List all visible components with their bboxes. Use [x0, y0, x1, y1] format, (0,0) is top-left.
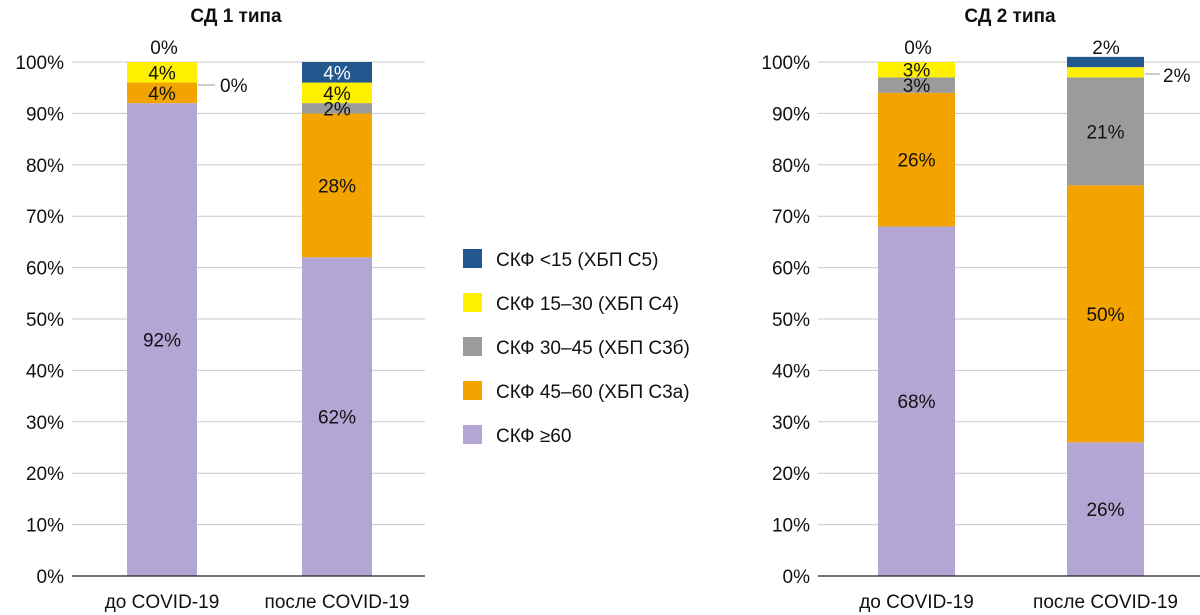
y-tick-label: 80%	[772, 156, 810, 177]
data-label: 3%	[903, 61, 931, 82]
y-tick-label: 90%	[26, 104, 64, 125]
legend-item: СКФ 45–60 (ХБП С3а)	[463, 381, 690, 403]
bar-segment	[878, 226, 955, 577]
bar-segment	[302, 82, 372, 104]
y-tick-label: 100%	[15, 53, 64, 74]
stacked-bar	[878, 62, 955, 577]
y-tick-label: 20%	[772, 464, 810, 485]
data-label: 0%	[904, 38, 932, 59]
y-tick-label: 90%	[772, 104, 810, 125]
y-tick-label: 20%	[26, 464, 64, 485]
data-label: 50%	[1086, 305, 1124, 326]
data-label: 2%	[1092, 38, 1120, 59]
y-tick-label: 50%	[772, 310, 810, 331]
legend-label: СКФ 30–45 (ХБП С3б)	[496, 338, 690, 359]
data-label: 92%	[143, 331, 181, 352]
bar-segment	[878, 92, 955, 227]
legend: СКФ <15 (ХБП С5) СКФ 15–30 (ХБП С4) СКФ 30…	[463, 249, 690, 447]
bar-segment	[302, 103, 372, 114]
data-label: 28%	[318, 176, 356, 197]
bar-segment	[878, 77, 955, 93]
x-category-label: после COVID-19	[1033, 592, 1178, 613]
y-tick-label: 0%	[37, 567, 65, 588]
data-label: 4%	[148, 84, 176, 105]
y-tick-label: 80%	[26, 156, 64, 177]
bar-segment	[302, 257, 372, 576]
bar-segment	[1067, 56, 1144, 68]
data-label: 4%	[323, 84, 351, 105]
data-label: 0%	[150, 38, 178, 59]
legend-label: СКФ 45–60 (ХБП С3а)	[496, 382, 690, 403]
legend-swatch	[463, 337, 482, 356]
data-label: 0%	[220, 76, 248, 97]
y-tick-label: 70%	[772, 207, 810, 228]
legend-swatch	[463, 425, 482, 444]
legend-item: СКФ ≥60	[463, 425, 571, 447]
y-tick-label: 70%	[26, 207, 64, 228]
data-label: 26%	[897, 151, 935, 172]
bar-segment	[878, 62, 955, 78]
y-tick-label: 100%	[761, 53, 810, 74]
bar-segment	[1067, 442, 1144, 576]
data-label: 4%	[148, 63, 176, 84]
x-category-label: до COVID-19	[105, 592, 220, 613]
y-tick-label: 40%	[772, 361, 810, 382]
y-tick-label: 60%	[772, 259, 810, 280]
y-tick-label: 10%	[772, 516, 810, 537]
legend-item: СКФ <15 (ХБП С5)	[463, 249, 658, 271]
data-label: 2%	[1163, 66, 1191, 87]
chart-title: СД 1 типа	[190, 6, 282, 27]
bar-segment	[127, 82, 197, 104]
legend-label: СКФ ≥60	[496, 426, 571, 447]
y-tick-label: 30%	[26, 413, 64, 434]
y-tick-label: 30%	[772, 413, 810, 434]
chart-title: СД 2 типа	[964, 6, 1056, 27]
stacked-bar	[302, 62, 372, 576]
bar-segment	[127, 62, 197, 83]
y-tick-label: 60%	[26, 259, 64, 280]
data-label: 68%	[897, 392, 935, 413]
y-tick-label: 0%	[783, 567, 811, 588]
legend-item: СКФ 30–45 (ХБП С3б)	[463, 337, 690, 359]
legend-swatch	[463, 293, 482, 312]
bar-segment	[302, 62, 372, 83]
bar-segment	[127, 103, 197, 577]
legend-item: СКФ 15–30 (ХБП С4)	[463, 293, 679, 315]
x-category-label: после COVID-19	[265, 592, 410, 613]
y-tick-label: 10%	[26, 516, 64, 537]
chart-panel-type1: СД 1 типа 0% 10% 20% 30% 40% 50% 60% 70% 80% 90% 10…	[15, 6, 425, 613]
data-label: 3%	[903, 76, 931, 97]
data-label: 26%	[1086, 500, 1124, 521]
data-label: 2%	[323, 99, 351, 120]
legend-label: СКФ <15 (ХБП С5)	[496, 250, 658, 271]
stacked-bar	[127, 62, 197, 577]
legend-swatch	[463, 249, 482, 268]
data-label: 21%	[1086, 122, 1124, 143]
legend-swatch	[463, 381, 482, 400]
data-label: 62%	[318, 408, 356, 429]
bar-segment	[1067, 185, 1144, 443]
stacked-bar	[1067, 56, 1144, 576]
bar-segment	[302, 113, 372, 258]
chart-panel-type2: СД 2 типа 0% 10% 20% 30% 40% 50% 60% 70% 80% 90% 10…	[761, 6, 1200, 613]
data-label: 4%	[323, 63, 351, 84]
legend-label: СКФ 15–30 (ХБП С4)	[496, 294, 679, 315]
y-tick-label: 40%	[26, 361, 64, 382]
y-tick-label: 50%	[26, 310, 64, 331]
bar-segment	[1067, 67, 1144, 78]
bar-segment	[1067, 77, 1144, 186]
x-category-label: до COVID-19	[859, 592, 974, 613]
